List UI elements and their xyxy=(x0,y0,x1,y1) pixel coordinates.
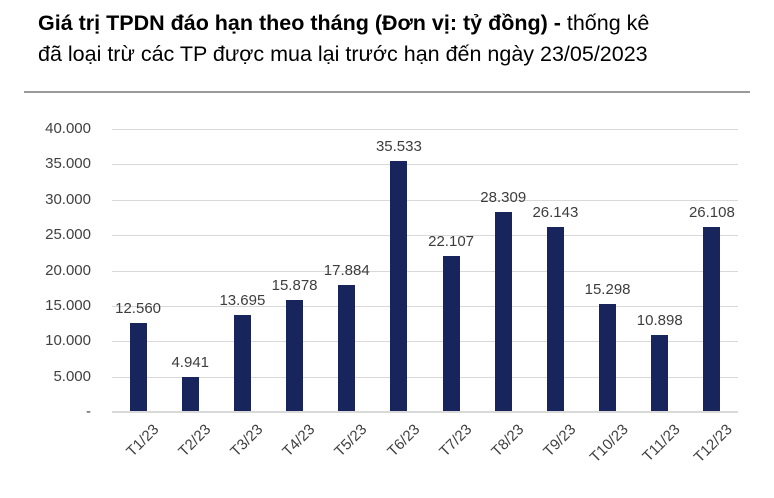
chart-title-line2: đã loại trừ các TP được mua lại trước hạ… xyxy=(38,42,648,66)
bar-T2/23 xyxy=(181,377,199,411)
x-axis-tick-label-T11/23: T11/23 xyxy=(639,421,684,466)
value-label-T3/23: 13.695 xyxy=(219,292,266,310)
bar-T9/23 xyxy=(546,227,564,411)
bar-T8/23 xyxy=(494,211,512,411)
x-axis-line xyxy=(112,411,738,413)
y-axis-tick-label: 30.000 xyxy=(45,190,91,208)
x-axis-tick-label-T6/23: T6/23 xyxy=(383,421,423,461)
x-axis-tick-label-T12/23: T12/23 xyxy=(690,421,736,467)
y-axis-tick-label: 15.000 xyxy=(45,296,91,314)
value-label-T12/23: 26.108 xyxy=(688,204,735,222)
value-label-T6/23: 35.533 xyxy=(375,137,422,155)
value-label-T2/23: 4.941 xyxy=(171,354,210,372)
value-label-T8/23: 28.309 xyxy=(480,188,527,206)
value-label-T4/23: 15.878 xyxy=(271,276,318,294)
bar-T4/23 xyxy=(286,299,304,411)
chart-title-line1: Giá trị TPDN đáo hạn theo tháng (Đơn vị:… xyxy=(38,11,649,35)
gridline xyxy=(112,270,738,272)
gridline xyxy=(112,199,738,201)
y-axis-tick-label: 40.000 xyxy=(45,120,91,137)
bar-T12/23 xyxy=(703,227,721,411)
y-axis-tick-label: 25.000 xyxy=(45,226,91,244)
value-label-T10/23: 15.298 xyxy=(584,280,631,298)
x-axis-tick-label-T10/23: T10/23 xyxy=(586,421,632,467)
value-label-T9/23: 26.143 xyxy=(532,204,579,222)
y-axis-tick-label: 35.000 xyxy=(45,155,91,173)
y-axis-tick-label: 20.000 xyxy=(45,261,91,279)
chart-title-bold: Giá trị TPDN đáo hạn theo tháng (Đơn vị:… xyxy=(38,11,561,35)
value-label-T11/23: 10.898 xyxy=(636,311,683,329)
y-axis-tick-label: 5.000 xyxy=(53,367,91,385)
chart-title-regular: thống kê xyxy=(560,11,650,35)
bar-T10/23 xyxy=(599,303,617,411)
x-axis-tick-label-T3/23: T3/23 xyxy=(227,421,267,461)
value-label-T5/23: 17.884 xyxy=(323,262,370,280)
bar-T7/23 xyxy=(442,255,460,411)
y-axis-tick-label: - xyxy=(86,403,91,420)
bar-chart: 40.000 35.000 30.000 25.000 20.000 15.000 10.0… xyxy=(0,100,774,498)
title-separator xyxy=(24,91,750,93)
y-axis-tick-label: 10.000 xyxy=(45,332,91,350)
chart-title: Giá trị TPDN đáo hạn theo tháng (Đơn vị:… xyxy=(38,8,758,70)
gridline xyxy=(112,164,738,166)
bar-T1/23 xyxy=(129,323,147,411)
x-axis-tick-label-T2/23: T2/23 xyxy=(175,421,215,461)
bar-T5/23 xyxy=(338,285,356,411)
gridline xyxy=(112,235,738,237)
x-axis-tick-label-T1/23: T1/23 xyxy=(122,421,163,461)
x-axis-tick-label-T5/23: T5/23 xyxy=(331,421,371,461)
x-axis-tick-label-T4/23: T4/23 xyxy=(279,421,319,461)
gridline xyxy=(112,129,738,130)
value-label-T1/23: 12.560 xyxy=(115,300,162,318)
gridline xyxy=(112,376,738,378)
gridline xyxy=(112,305,738,307)
value-label-T7/23: 22.107 xyxy=(428,232,475,250)
gridline xyxy=(112,341,738,343)
x-axis-tick-label-T8/23: T8/23 xyxy=(488,421,528,461)
x-axis-tick-label-T7/23: T7/23 xyxy=(435,421,476,461)
bar-T3/23 xyxy=(233,315,251,411)
bar-T11/23 xyxy=(651,334,669,411)
x-axis-tick-label-T9/23: T9/23 xyxy=(540,421,580,461)
bar-T6/23 xyxy=(390,160,408,411)
